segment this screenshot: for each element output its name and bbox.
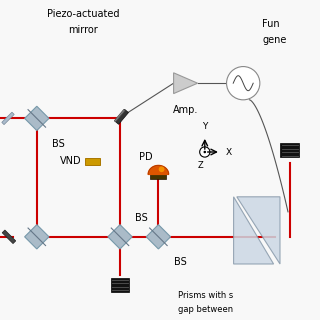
Text: Fun: Fun <box>262 19 280 29</box>
Text: gene: gene <box>262 35 287 45</box>
Polygon shape <box>25 225 49 249</box>
Polygon shape <box>2 112 14 124</box>
Polygon shape <box>174 73 198 93</box>
Circle shape <box>200 147 210 157</box>
Text: Piezo-actuated: Piezo-actuated <box>47 9 119 20</box>
Text: Y: Y <box>202 122 207 131</box>
Text: BS: BS <box>135 213 148 223</box>
Circle shape <box>227 67 260 100</box>
Polygon shape <box>108 225 132 249</box>
Text: mirror: mirror <box>68 25 98 36</box>
Polygon shape <box>2 230 16 244</box>
Polygon shape <box>237 197 280 264</box>
Polygon shape <box>115 109 129 124</box>
Text: Amp.: Amp. <box>173 105 198 115</box>
Text: BS: BS <box>52 139 65 148</box>
Polygon shape <box>146 225 171 249</box>
Text: Prisms with s: Prisms with s <box>178 291 233 300</box>
Bar <box>280 143 299 157</box>
Text: PD: PD <box>139 152 152 162</box>
Polygon shape <box>25 106 49 131</box>
Text: Z: Z <box>198 161 204 170</box>
Text: X: X <box>226 148 232 156</box>
Polygon shape <box>114 109 125 122</box>
Polygon shape <box>234 197 274 264</box>
Text: BS: BS <box>174 257 187 267</box>
Bar <box>150 174 166 179</box>
Text: gap between: gap between <box>178 305 233 314</box>
Bar <box>111 278 129 292</box>
Circle shape <box>159 166 164 172</box>
Polygon shape <box>148 165 169 174</box>
Bar <box>85 158 100 165</box>
Text: VND: VND <box>60 156 82 166</box>
Circle shape <box>204 151 206 153</box>
